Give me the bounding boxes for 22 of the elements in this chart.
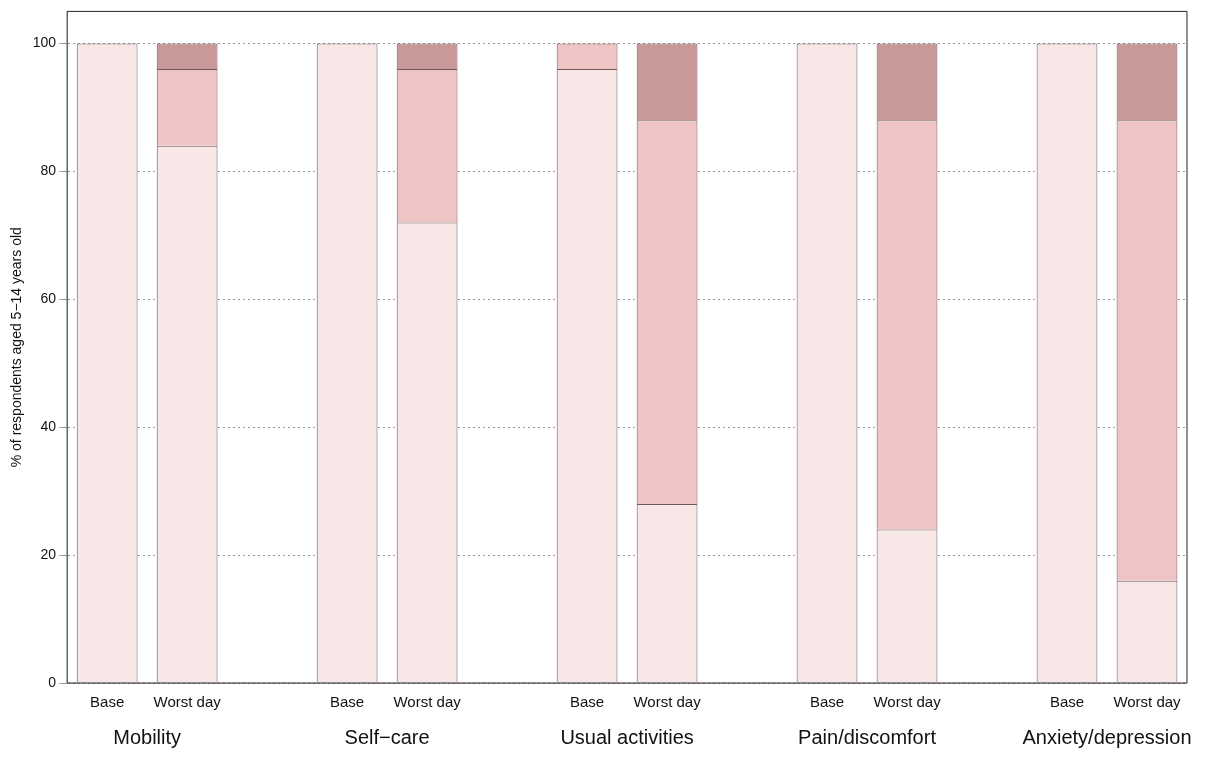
text: Usual activities (560, 725, 694, 748)
x-tick-label: Worst day (1113, 693, 1182, 711)
y-tick-label: 100 (32, 34, 57, 51)
text: Pain/discomfort (798, 725, 937, 748)
x-tick-label: Base (569, 693, 605, 711)
x-tick-label: Worst day (393, 693, 462, 711)
y-tick-label: 60 (40, 290, 57, 307)
x-tick-label: Base (330, 693, 365, 711)
y-tick-label: 40 (40, 418, 57, 435)
x-tick-label: Worst day (873, 693, 942, 711)
x-tick-label: Worst day (153, 693, 222, 711)
y-axis-title: % of respondents aged 5−14 years old (8, 227, 25, 468)
text: Mobility (113, 725, 182, 748)
text: Self−care (344, 725, 430, 748)
x-tick-label: Worst day (633, 693, 702, 711)
x-tick-label: Base (809, 693, 845, 711)
y-tick-label: 80 (40, 162, 57, 179)
text: Anxiety/depression (1022, 725, 1192, 748)
x-tick-label: Base (1049, 693, 1085, 711)
x-tick-label: Base (90, 693, 125, 711)
y-tick-label: 20 (40, 545, 57, 562)
y-tick-label: 0 (48, 673, 57, 690)
